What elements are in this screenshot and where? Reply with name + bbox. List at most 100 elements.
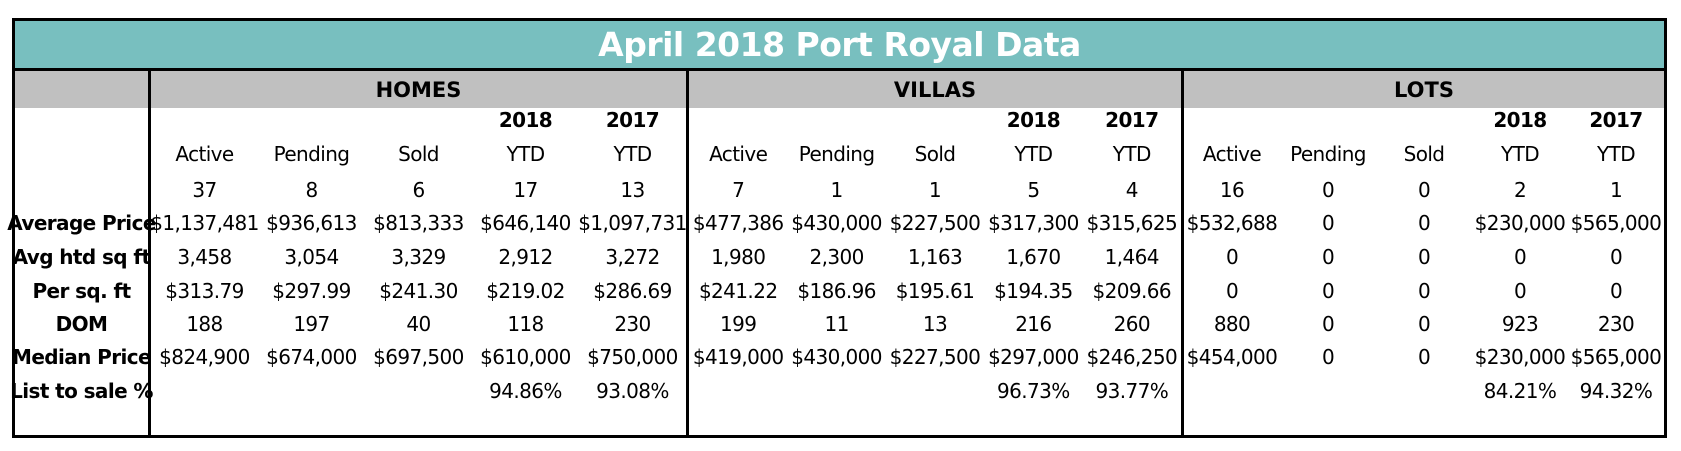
column-header: Active [1202, 142, 1262, 166]
count-cell: 4 [1125, 178, 1139, 202]
section-label-villas: VILLAS [893, 77, 977, 102]
table-cell: $227,500 [889, 211, 981, 235]
table-cell: $1,097,731 [578, 211, 687, 235]
count-cell: 37 [192, 178, 217, 202]
count-cell: 16 [1219, 178, 1245, 202]
table-cell: 0 [1417, 245, 1431, 269]
table-cell [787, 375, 885, 407]
column-header-year: 2018 [1493, 108, 1547, 132]
table-cell: $532,688 [1186, 211, 1278, 235]
table-cell: 0 [1225, 245, 1239, 269]
table-cell: 0 [1321, 279, 1335, 303]
count-cell: 1 [1609, 178, 1623, 202]
table-cell: 230 [614, 312, 651, 336]
count-cell: 2 [1513, 178, 1527, 202]
table-cell: 0 [1609, 245, 1623, 269]
table-cell: 2,912 [498, 245, 553, 269]
column-header: Pending [1290, 142, 1366, 166]
table-cell: $454,000 [1186, 345, 1278, 369]
table-cell: 93.08% [596, 379, 669, 403]
count-cell: 0 [1417, 178, 1431, 202]
table-cell: 96.73% [997, 379, 1070, 403]
table-cell: $315,625 [1086, 211, 1178, 235]
table-cell [1280, 375, 1376, 407]
count-cell: 1 [830, 178, 844, 202]
table-cell: 3,272 [605, 245, 660, 269]
column-header: Sold [914, 142, 956, 166]
row-label: Avg htd sq ft [12, 245, 151, 269]
table-cell: $824,900 [159, 345, 250, 369]
table-title: April 2018 Port Royal Data [15, 21, 1664, 71]
row-label: Median Price [12, 345, 152, 369]
column-header: Active [175, 142, 234, 166]
table-cell: $565,000 [1570, 211, 1662, 235]
section-divider [686, 71, 689, 435]
table-cell: $241.30 [379, 279, 458, 303]
table-cell: 923 [1501, 312, 1539, 336]
table-cell: $241.22 [698, 279, 778, 303]
table-cell: $194.35 [994, 279, 1073, 303]
table-cell: $230,000 [1474, 345, 1566, 369]
table-cell: $674,000 [266, 345, 357, 369]
table-cell: $1,137,481 [150, 211, 259, 235]
table-cell: 197 [293, 312, 330, 336]
section-divider [1181, 71, 1184, 435]
table-cell: $209.66 [1092, 279, 1172, 303]
table-cell: $186.96 [797, 279, 876, 303]
table-cell: $297.99 [272, 279, 351, 303]
data-table: April 2018 Port Royal Data HOMES VILLAS LO… [7, 18, 1667, 438]
table-cell: $246,250 [1086, 345, 1178, 369]
table-cell: $227,500 [889, 345, 981, 369]
table-cell: $430,000 [791, 211, 882, 235]
row-label: Per sq. ft [32, 279, 131, 303]
section-label-lots: LOTS [1394, 77, 1454, 102]
count-cell: 1 [928, 178, 942, 202]
table-cell: $313.79 [165, 279, 244, 303]
table-cell: 188 [186, 312, 223, 336]
count-cell: 0 [1321, 178, 1335, 202]
column-header-year: 2017 [1589, 108, 1643, 132]
table-cell: 260 [1113, 312, 1151, 336]
count-cell: 5 [1027, 178, 1040, 202]
count-cell: 6 [412, 178, 425, 202]
table-cell: 0 [1417, 312, 1431, 336]
section-label-homes: HOMES [375, 77, 462, 102]
table-cell: 0 [1321, 211, 1335, 235]
table-cell: 0 [1225, 279, 1239, 303]
table-cell: $697,500 [373, 345, 464, 369]
table-cell: 94.32% [1579, 379, 1653, 403]
column-header: Pending [798, 142, 875, 166]
table-cell: $477,386 [692, 211, 784, 235]
table-cell: $750,000 [587, 345, 678, 369]
table-cell: $419,000 [692, 345, 784, 369]
column-header: YTD [1014, 142, 1053, 166]
table-cell: 199 [720, 312, 757, 336]
table-cell: 13 [922, 312, 948, 336]
table-cell: 0 [1321, 245, 1335, 269]
table-cell: $230,000 [1474, 211, 1566, 235]
table-cell: 230 [1597, 312, 1635, 336]
table-cell: $813,333 [373, 211, 464, 235]
row-label: List to sale % [10, 379, 153, 403]
row-label: Average Price [7, 211, 156, 235]
column-header: Pending [273, 142, 350, 166]
table-cell: 0 [1417, 279, 1431, 303]
table-cell: $297,000 [988, 345, 1079, 369]
column-header: Active [709, 142, 768, 166]
count-cell: 13 [620, 178, 645, 202]
column-header-year: 2017 [1105, 108, 1159, 132]
column-header: YTD [1596, 142, 1636, 166]
table-cell: $317,300 [988, 211, 1079, 235]
table-cell [886, 375, 984, 407]
table-cell: 1,670 [1006, 245, 1061, 269]
table-cell: 0 [1321, 345, 1335, 369]
row-label: DOM [55, 312, 108, 336]
table-cell: $646,140 [480, 211, 571, 235]
table-cell: 84.21% [1483, 379, 1557, 403]
table-cell: 0 [1609, 279, 1623, 303]
table-cell: 11 [824, 312, 849, 336]
table-cell: $936,613 [266, 211, 357, 235]
table-cell: 1,163 [907, 245, 963, 269]
table-cell: $286.69 [593, 279, 672, 303]
column-header-year: 2017 [605, 108, 660, 132]
